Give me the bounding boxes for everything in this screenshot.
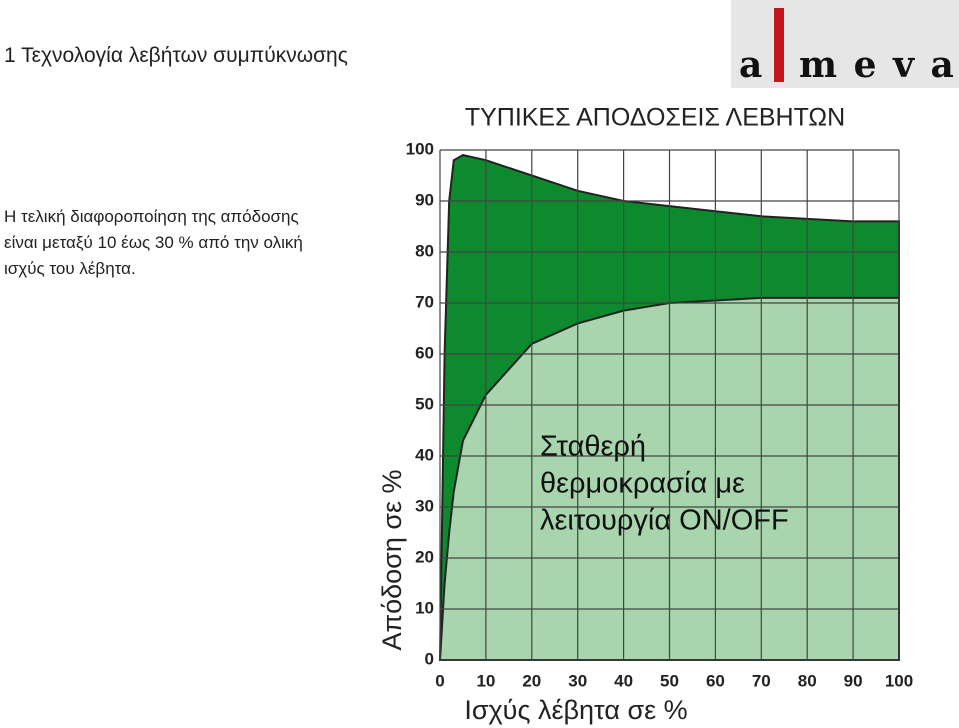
x-tick-label: 100	[885, 671, 913, 690]
y-tick-label: 60	[415, 343, 434, 362]
x-tick-label: 10	[476, 671, 495, 690]
y-tick-label: 80	[415, 241, 434, 260]
y-tick-label: 90	[415, 190, 434, 209]
y-tick-label: 20	[415, 547, 434, 566]
x-tick-label: 50	[660, 671, 679, 690]
x-tick-label: 30	[568, 671, 587, 690]
annotation: λειτουργία ON/OFF	[540, 505, 789, 537]
x-tick-label: 20	[522, 671, 541, 690]
y-tick-label: 0	[425, 649, 434, 668]
annotation: θερμοκρασία με	[540, 468, 745, 500]
logo: a m e v a	[731, 0, 959, 88]
annotation: Σταθερή	[540, 431, 646, 463]
x-tick-label: 90	[844, 671, 863, 690]
logo-text: a	[739, 44, 763, 86]
logo-text: m e v a	[799, 44, 956, 86]
chart-title: ΤΥΠΙΚΕΣ ΑΠΟΔΟΣΕΙΣ ΛΕΒΗΤΩΝ	[465, 104, 845, 132]
slide-title: 1 Τεχνολογία λεβήτων συμπύκνωσης	[4, 44, 348, 67]
body-text: Η τελική διαφοροποίηση της απόδοσης είνα…	[4, 207, 303, 278]
x-tick-label: 80	[798, 671, 817, 690]
y-tick-label: 100	[406, 139, 434, 158]
y-tick-label: 10	[415, 598, 434, 617]
y-axis-label: Απόδοση σε %	[377, 469, 407, 650]
x-tick-label: 0	[435, 671, 444, 690]
y-tick-label: 50	[415, 394, 434, 413]
x-axis-label: Ισχύς λέβητα σε %	[464, 695, 687, 725]
logo-bar	[774, 8, 784, 82]
x-tick-label: 70	[752, 671, 771, 690]
y-tick-label: 70	[415, 292, 434, 311]
x-tick-label: 60	[706, 671, 725, 690]
x-tick-label: 40	[614, 671, 633, 690]
y-tick-label: 40	[415, 445, 434, 464]
y-tick-label: 30	[415, 496, 434, 515]
